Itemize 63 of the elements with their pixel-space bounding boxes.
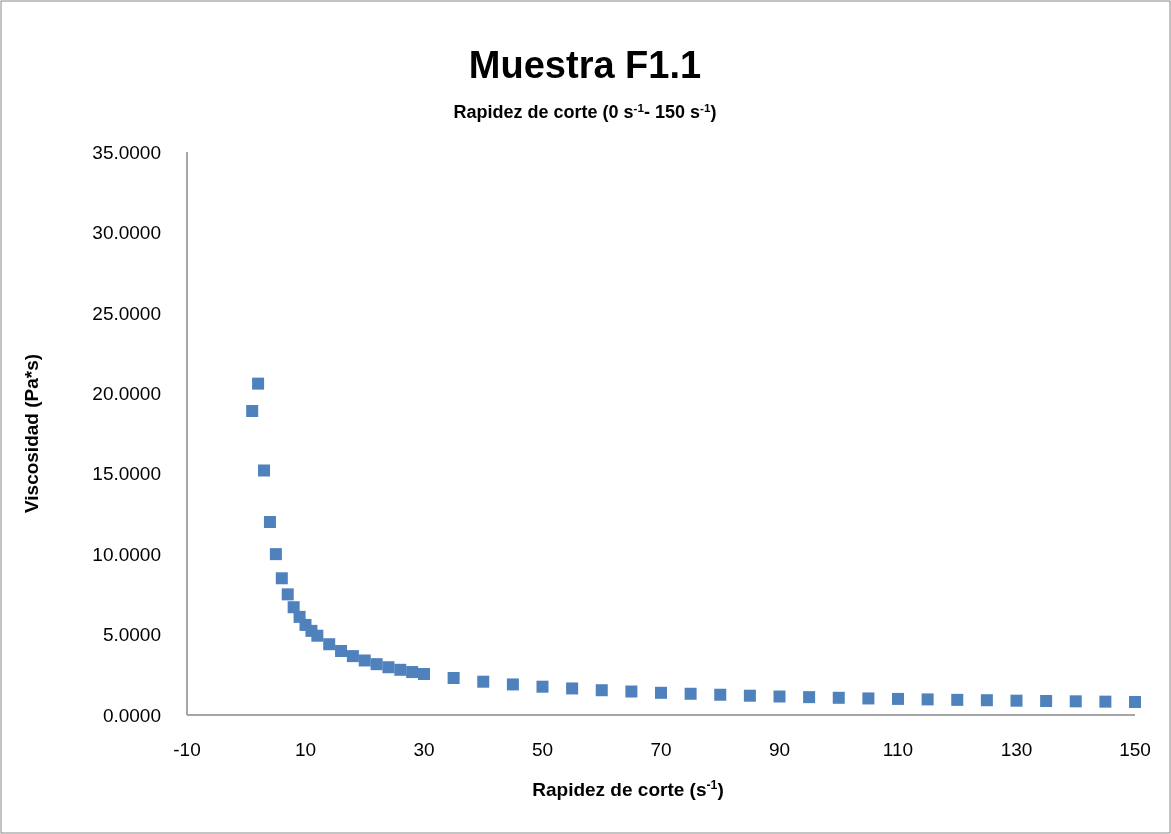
point: [980, 694, 993, 707]
point: [803, 691, 816, 704]
point: [418, 667, 430, 680]
x-tick-label: 90: [768, 739, 791, 760]
point: [892, 692, 904, 705]
x-tick-label: 30: [413, 739, 435, 760]
point: [536, 680, 549, 693]
y-tick-label: 20.0000: [92, 382, 161, 404]
point: [346, 650, 359, 663]
point: [447, 672, 460, 684]
point: [595, 684, 608, 697]
point: [358, 654, 371, 667]
y-tick-label: 0.0000: [102, 704, 161, 726]
x-tick-label: 110: [882, 739, 914, 760]
point: [655, 686, 667, 699]
point: [684, 687, 697, 700]
point: [743, 689, 756, 702]
point: [258, 464, 271, 477]
point: [263, 515, 276, 528]
point: [832, 691, 845, 704]
point: [566, 682, 579, 695]
point: [246, 404, 259, 417]
x-tick-label: 10: [294, 739, 317, 760]
point: [506, 678, 519, 691]
point: [275, 572, 288, 585]
point: [281, 588, 294, 601]
x-axis-title: Rapidez de corte (s$^{-1}$): [532, 778, 724, 800]
point: [1099, 695, 1112, 708]
point: [1010, 694, 1023, 707]
point: [477, 675, 490, 688]
point: [921, 693, 934, 706]
point: [714, 688, 727, 701]
point: [1069, 695, 1082, 708]
point: [625, 685, 638, 698]
point: [370, 658, 383, 671]
point: [382, 661, 395, 674]
point: [394, 663, 407, 676]
point: [1040, 695, 1053, 708]
point: [951, 693, 964, 706]
x-tick-label: 50: [531, 739, 554, 760]
point: [269, 548, 282, 561]
y-tick-label: 10.0000: [92, 543, 161, 565]
y-tick-label: 15.0000: [92, 463, 161, 485]
x-tick-label: 130: [1000, 739, 1033, 760]
chart-subtitle: Rapidez de corte (0 s$^{-1}$- 150 s$^{-1}$): [453, 100, 717, 122]
point: [323, 638, 336, 651]
y-tick-label: 5.0000: [102, 624, 161, 646]
point: [1129, 695, 1141, 708]
x-tick-label: 150: [1119, 739, 1151, 760]
point: [252, 377, 265, 390]
chart-title: Muestra F1.1: [468, 44, 702, 86]
y-tick-label: 25.0000: [92, 302, 161, 324]
point: [406, 666, 419, 679]
x-tick-label: -10: [173, 739, 201, 760]
y-axis-title: Viscosidad (Pa*s): [21, 353, 42, 514]
point: [311, 629, 324, 642]
x-tick-label: 70: [650, 739, 672, 760]
point: [862, 692, 875, 705]
y-tick-label: 30.0000: [92, 222, 161, 244]
point: [773, 690, 786, 703]
point: [287, 601, 300, 614]
point: [335, 644, 348, 657]
y-tick-label: 35.0000: [92, 141, 161, 163]
